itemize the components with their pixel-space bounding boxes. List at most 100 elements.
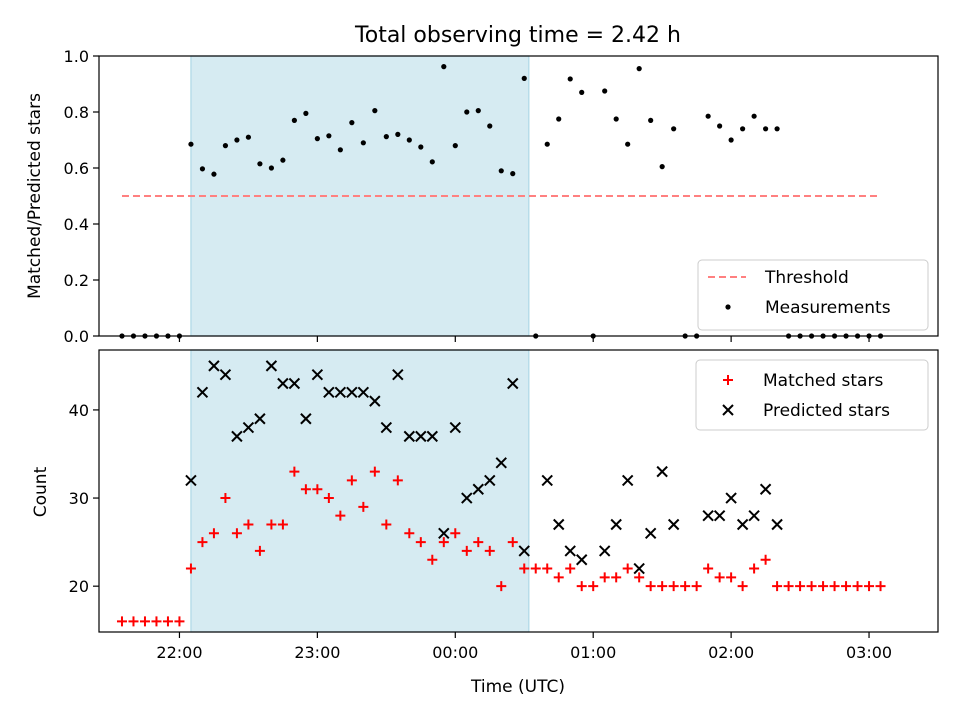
matched-star-point bbox=[392, 475, 403, 486]
predicted-star-point bbox=[208, 360, 220, 372]
measurement-point bbox=[774, 126, 780, 132]
measurement-point bbox=[245, 134, 252, 140]
matched-star-point bbox=[151, 616, 162, 627]
measurement-point bbox=[751, 113, 757, 119]
measurement-point bbox=[556, 116, 562, 122]
measurement-point bbox=[567, 76, 573, 82]
matched-star-point bbox=[565, 563, 576, 574]
measurement-point bbox=[337, 147, 343, 153]
measurement-point bbox=[475, 108, 481, 114]
matched-star-point bbox=[691, 581, 702, 592]
matched-star-point bbox=[162, 616, 173, 627]
matched-star-point bbox=[622, 563, 633, 574]
measurement-point bbox=[395, 131, 401, 137]
predicted-star-point bbox=[656, 465, 668, 478]
predicted-star-point bbox=[242, 421, 255, 434]
predicted-star-point bbox=[702, 509, 714, 522]
bottom-y-tick-label: 30 bbox=[69, 489, 89, 508]
predicted-star-point bbox=[185, 474, 197, 487]
matched-star-point bbox=[841, 581, 852, 592]
matched-star-point bbox=[404, 528, 415, 539]
measurement-point bbox=[360, 140, 366, 146]
measurement-point bbox=[659, 164, 665, 170]
predicted-star-point bbox=[564, 545, 576, 557]
x-tick-label: 03:00 bbox=[846, 643, 892, 662]
predicted-star-point bbox=[311, 368, 324, 381]
measurement-point bbox=[303, 110, 309, 116]
predicted-star-point bbox=[748, 509, 760, 522]
matched-star-point bbox=[128, 616, 139, 627]
measurement-point bbox=[613, 116, 619, 122]
measurement-point bbox=[579, 89, 585, 95]
top-y-tick-label: 0.8 bbox=[64, 103, 89, 122]
measurement-point bbox=[452, 143, 458, 149]
predicted-star-point bbox=[553, 518, 565, 531]
predicted-star-point bbox=[495, 457, 507, 469]
predicted-star-point bbox=[610, 518, 622, 531]
matched-star-point bbox=[254, 545, 265, 556]
top-y-tick-label: 0.4 bbox=[64, 215, 89, 234]
legend-measurements-swatch bbox=[725, 304, 731, 310]
legend-threshold-label: Threshold bbox=[764, 268, 849, 288]
matched-star-point bbox=[806, 581, 817, 592]
predicted-star-point bbox=[759, 483, 772, 495]
measurement-point bbox=[625, 141, 631, 147]
x-axis-label: Time (UTC) bbox=[470, 677, 565, 697]
x-tick-label: 22:00 bbox=[156, 643, 202, 662]
x-tick-label: 23:00 bbox=[294, 643, 340, 662]
matched-star-point bbox=[760, 554, 771, 565]
matched-star-point bbox=[335, 510, 346, 521]
matched-star-point bbox=[381, 519, 392, 530]
predicted-star-point bbox=[380, 421, 393, 434]
matched-star-point bbox=[358, 501, 369, 512]
matched-star-point bbox=[197, 537, 208, 548]
bottom-series-matched-stars bbox=[116, 466, 886, 627]
predicted-star-point bbox=[277, 377, 289, 390]
matched-star-point bbox=[450, 528, 461, 539]
predicted-star-point bbox=[713, 509, 726, 522]
matched-star-point bbox=[829, 581, 840, 592]
matched-star-point bbox=[611, 572, 622, 583]
predicted-star-point bbox=[736, 518, 749, 531]
predicted-star-point bbox=[346, 386, 358, 399]
measurement-point bbox=[717, 123, 723, 129]
bottom-y-tick-label: 20 bbox=[69, 577, 89, 596]
predicted-star-point bbox=[621, 474, 634, 487]
predicted-star-point bbox=[415, 430, 427, 443]
matched-star-point bbox=[243, 519, 254, 530]
predicted-star-point bbox=[254, 413, 266, 425]
predicted-star-point bbox=[644, 527, 657, 540]
predicted-star-point bbox=[667, 518, 680, 531]
predicted-star-point bbox=[300, 413, 312, 425]
measurement-point bbox=[280, 157, 286, 163]
predicted-star-point bbox=[438, 527, 450, 540]
top-y-tick-label: 0.0 bbox=[64, 327, 89, 346]
predicted-star-point bbox=[576, 554, 588, 566]
predicted-star-point bbox=[449, 421, 461, 434]
matched-star-point bbox=[277, 519, 288, 530]
predicted-star-point bbox=[426, 430, 439, 443]
measurement-point bbox=[648, 117, 654, 123]
matched-star-point bbox=[749, 563, 760, 574]
top-series-measurements bbox=[119, 64, 884, 339]
matched-star-point bbox=[530, 563, 541, 574]
predicted-star-point bbox=[392, 368, 404, 381]
matched-star-point bbox=[507, 537, 518, 548]
bottom-legend-box bbox=[695, 359, 929, 431]
predicted-star-point bbox=[334, 386, 347, 399]
measurement-point bbox=[636, 66, 642, 72]
predicted-star-point bbox=[771, 518, 783, 531]
measurement-point bbox=[199, 166, 206, 172]
legend-predicted-swatch bbox=[722, 404, 734, 416]
measurement-point bbox=[211, 171, 217, 177]
matched-star-point bbox=[116, 616, 127, 627]
predicted-star-point bbox=[357, 386, 370, 399]
matched-star-point bbox=[174, 616, 185, 627]
measurement-point bbox=[291, 117, 297, 123]
measurement-point bbox=[544, 141, 550, 147]
measurement-point bbox=[188, 141, 194, 147]
measurement-point bbox=[705, 113, 711, 119]
measurement-point bbox=[487, 123, 493, 129]
bottom-series-predicted-stars bbox=[185, 360, 783, 575]
